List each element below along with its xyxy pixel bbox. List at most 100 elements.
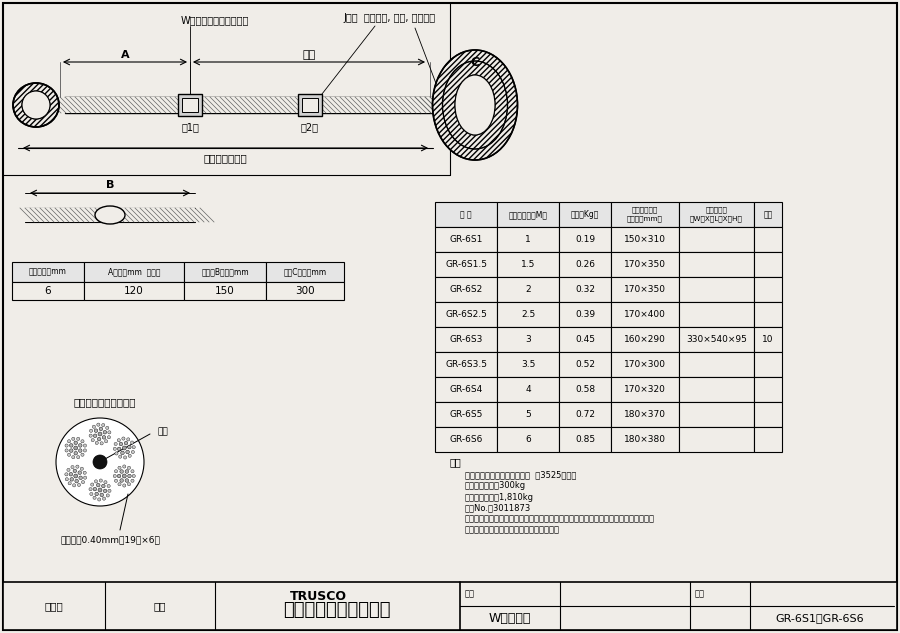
Text: 180×370: 180×370 [624,410,666,419]
Bar [435,252,497,277]
Circle shape [115,452,118,455]
Circle shape [97,498,101,501]
Bar [611,202,679,227]
Text: 品名: 品名 [465,589,475,598]
Bar [559,427,611,452]
Bar [298,94,322,116]
Text: 0.19: 0.19 [575,235,595,244]
Text: 作成日: 作成日 [45,601,63,611]
Circle shape [68,482,71,485]
Text: GR-6S2.5: GR-6S2.5 [446,310,487,319]
Text: 170×320: 170×320 [624,385,666,394]
Bar [84,262,184,282]
Ellipse shape [95,206,125,224]
Bar [679,202,754,227]
Bar [611,252,679,277]
Circle shape [89,434,92,437]
Text: GR-6S3: GR-6S3 [449,335,482,344]
Text: 2.5: 2.5 [521,310,535,319]
Ellipse shape [22,91,50,119]
Circle shape [128,466,130,470]
Text: C: C [471,56,480,68]
Bar [182,98,198,112]
Circle shape [100,442,104,445]
Circle shape [65,444,68,447]
Text: GR-6S2: GR-6S2 [449,285,482,294]
Text: 150×310: 150×310 [624,235,666,244]
Text: 検図: 検図 [154,601,166,611]
Text: その端末をアルミ管で加圧保護: その端末をアルミ管で加圧保護 [465,525,560,534]
Circle shape [91,439,94,442]
Ellipse shape [433,50,518,160]
Circle shape [117,474,121,478]
Circle shape [90,492,93,496]
Bar [12,282,84,300]
Bar [497,252,559,277]
Text: 0.26: 0.26 [575,260,595,269]
Text: 2: 2 [526,285,531,294]
Bar [679,227,754,252]
Circle shape [130,479,134,482]
Circle shape [84,449,86,452]
Circle shape [121,451,124,454]
Circle shape [65,478,68,481]
Circle shape [99,427,103,430]
Bar [435,277,497,302]
Text: 0.85: 0.85 [575,435,595,444]
Bar [611,302,679,327]
Text: GR-6S3.5: GR-6S3.5 [445,360,487,369]
Bar [754,327,782,352]
Bar [679,427,754,452]
Circle shape [93,496,96,499]
Circle shape [122,474,126,478]
Bar [754,227,782,252]
Bar [84,282,184,300]
Bar [420,97,460,113]
Circle shape [118,482,122,486]
Bar [559,202,611,227]
Text: 開長Cの長さmm: 開長Cの長さmm [284,268,327,277]
Circle shape [93,455,107,469]
Bar [497,377,559,402]
Text: 芯芯: 芯芯 [158,427,169,437]
Text: 使用ワイヤーロープ：ＪＩＳ  Ｇ3525規格品: 使用ワイヤーロープ：ＪＩＳ Ｇ3525規格品 [465,470,576,480]
Circle shape [104,430,107,434]
Circle shape [100,493,104,497]
Bar [559,377,611,402]
Text: 0.72: 0.72 [575,410,595,419]
Bar [559,227,611,252]
Circle shape [98,488,102,492]
Text: 3.5: 3.5 [521,360,535,369]
Circle shape [81,440,84,443]
Circle shape [95,441,98,444]
Bar [3,582,897,630]
Circle shape [122,484,126,487]
Text: 0.32: 0.32 [575,285,595,294]
Bar [611,277,679,302]
Text: 加工方法：クレーン等安全規則第２１９条に基づく玉掛＋フレミッシュ加工を施し、: 加工方法：クレーン等安全規則第２１９条に基づく玉掛＋フレミッシュ加工を施し、 [465,515,655,523]
Bar [754,252,782,277]
Circle shape [69,444,73,447]
Text: 入数: 入数 [763,210,772,219]
Circle shape [71,465,74,468]
Text: 折り径Bの長さmm: 折り径Bの長さmm [202,268,248,277]
Circle shape [74,441,77,444]
Circle shape [117,447,121,451]
Circle shape [119,455,122,458]
Circle shape [56,418,144,506]
Circle shape [72,456,75,459]
Bar [754,302,782,327]
Text: GR-6S4: GR-6S4 [449,385,482,394]
Circle shape [106,494,110,497]
Text: 6: 6 [45,286,51,296]
Text: 330×540×95: 330×540×95 [686,335,747,344]
Text: 0.52: 0.52 [575,360,595,369]
Bar [679,327,754,352]
Circle shape [69,472,73,476]
Bar [435,202,497,227]
Circle shape [94,492,98,496]
Text: 備考: 備考 [450,457,462,467]
Bar [497,277,559,302]
Bar [25,208,195,222]
Ellipse shape [13,83,59,127]
